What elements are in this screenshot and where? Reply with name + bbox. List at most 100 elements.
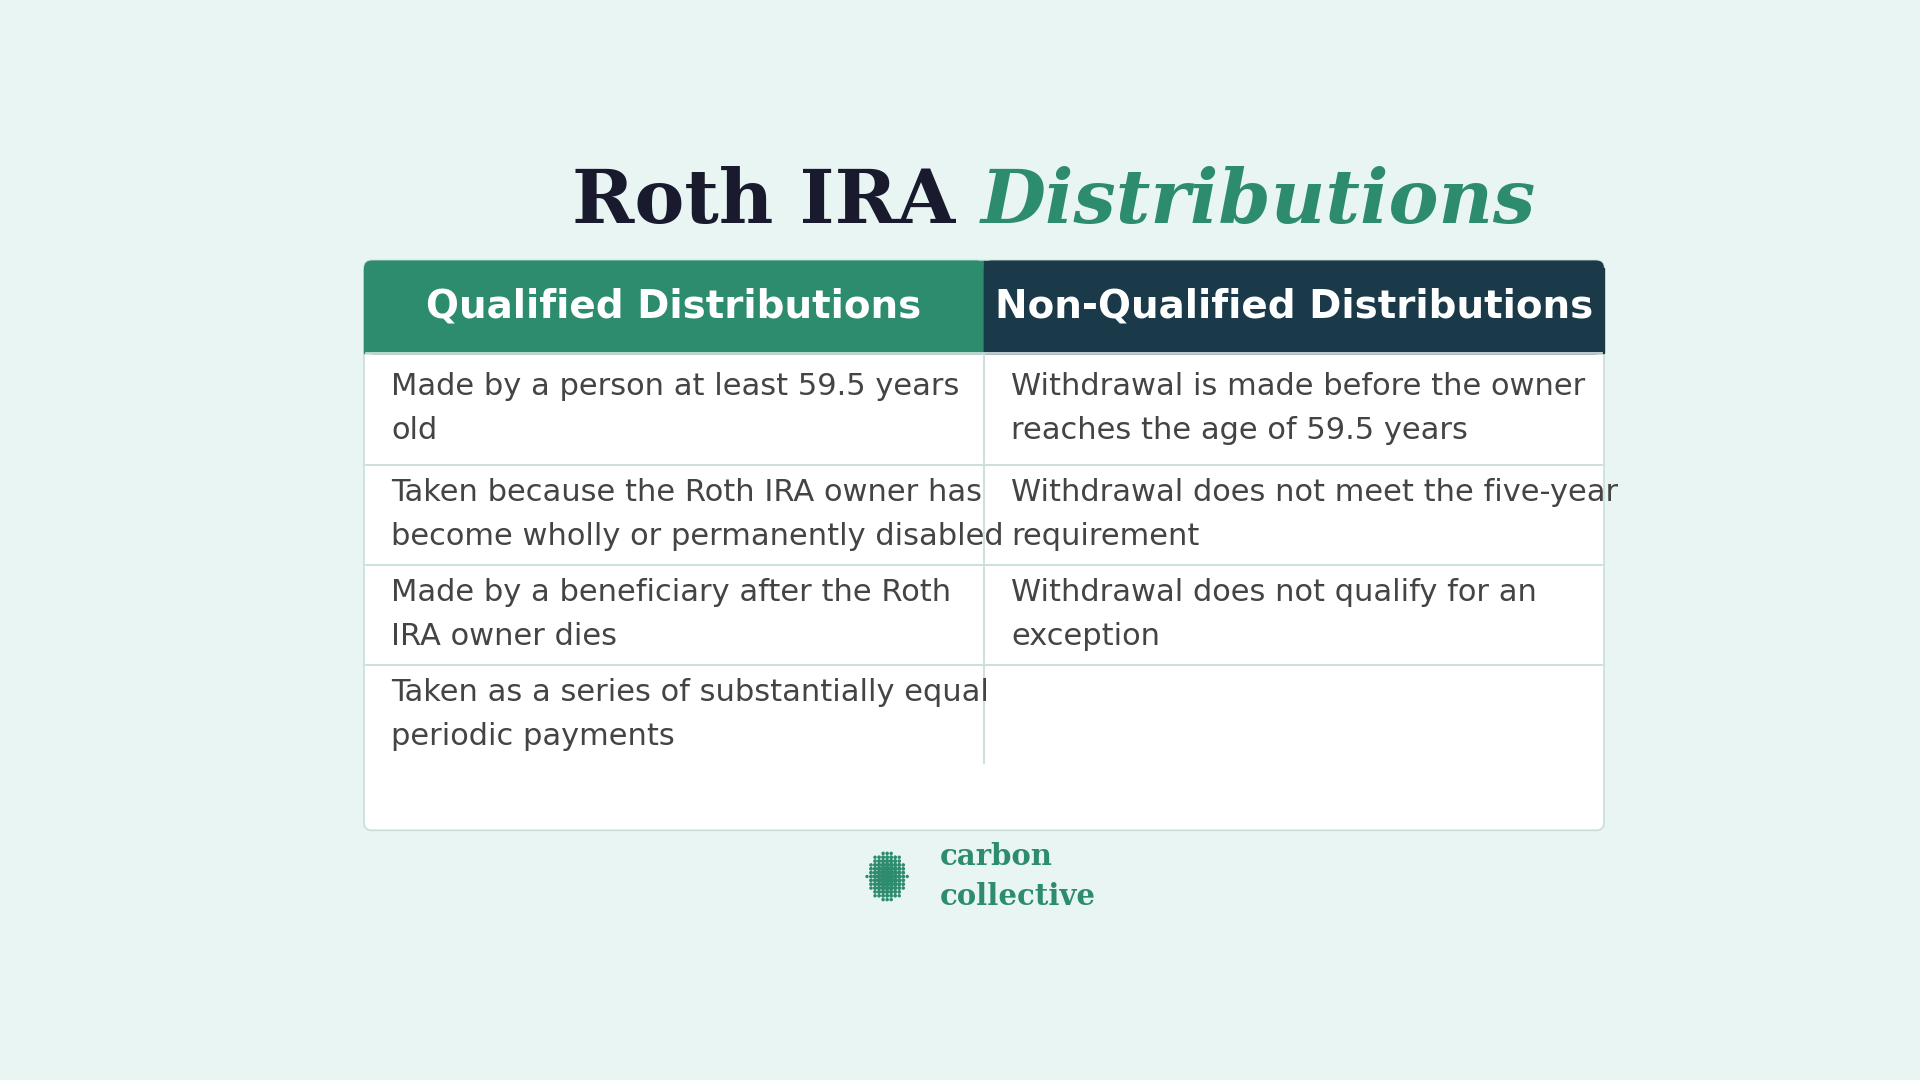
Circle shape xyxy=(889,856,893,859)
Circle shape xyxy=(893,878,897,882)
Circle shape xyxy=(899,864,900,866)
Circle shape xyxy=(874,860,876,862)
Circle shape xyxy=(889,890,893,893)
Circle shape xyxy=(874,879,877,882)
Circle shape xyxy=(881,882,885,886)
Circle shape xyxy=(885,899,889,901)
Circle shape xyxy=(899,882,900,886)
Text: Taken because the Roth IRA owner has
become wholly or permanently disabled: Taken because the Roth IRA owner has bec… xyxy=(392,478,1004,551)
Circle shape xyxy=(870,887,872,889)
Circle shape xyxy=(877,891,881,893)
Circle shape xyxy=(889,894,893,897)
Circle shape xyxy=(891,852,893,854)
Circle shape xyxy=(891,899,893,901)
Circle shape xyxy=(885,878,889,882)
Circle shape xyxy=(889,863,893,866)
Circle shape xyxy=(889,878,893,882)
Circle shape xyxy=(881,878,885,882)
Circle shape xyxy=(899,867,900,870)
Circle shape xyxy=(889,860,893,863)
Circle shape xyxy=(877,875,881,878)
Circle shape xyxy=(881,852,883,854)
Circle shape xyxy=(874,856,876,859)
Circle shape xyxy=(885,887,889,890)
Circle shape xyxy=(895,891,897,893)
Circle shape xyxy=(885,852,889,854)
Circle shape xyxy=(893,870,897,875)
Text: Made by a person at least 59.5 years
old: Made by a person at least 59.5 years old xyxy=(392,373,960,445)
Circle shape xyxy=(874,882,876,886)
Circle shape xyxy=(870,883,872,886)
Circle shape xyxy=(889,887,893,890)
Circle shape xyxy=(893,875,897,878)
Text: Withdrawal does not meet the five-year
requirement: Withdrawal does not meet the five-year r… xyxy=(1012,478,1619,551)
Circle shape xyxy=(877,894,879,896)
Circle shape xyxy=(881,890,885,893)
Circle shape xyxy=(902,883,904,886)
Circle shape xyxy=(870,864,872,866)
Text: Withdrawal does not qualify for an
exception: Withdrawal does not qualify for an excep… xyxy=(1012,578,1538,651)
Bar xyxy=(983,268,1603,353)
Circle shape xyxy=(877,856,879,859)
Text: Roth IRA: Roth IRA xyxy=(572,166,981,240)
Circle shape xyxy=(899,875,900,878)
Circle shape xyxy=(895,856,897,859)
Circle shape xyxy=(881,894,885,897)
Circle shape xyxy=(902,864,904,866)
Circle shape xyxy=(881,870,885,875)
Circle shape xyxy=(877,863,881,866)
Circle shape xyxy=(899,879,900,882)
Circle shape xyxy=(881,899,883,901)
Text: Made by a beneficiary after the Roth
IRA owner dies: Made by a beneficiary after the Roth IRA… xyxy=(392,578,950,651)
Circle shape xyxy=(874,864,876,866)
Circle shape xyxy=(895,894,897,896)
Text: Non-Qualified Distributions: Non-Qualified Distributions xyxy=(995,287,1594,326)
Circle shape xyxy=(881,856,885,859)
Circle shape xyxy=(893,867,897,870)
Circle shape xyxy=(870,875,872,878)
Circle shape xyxy=(893,882,897,886)
Circle shape xyxy=(870,867,872,870)
Circle shape xyxy=(889,882,893,886)
Circle shape xyxy=(889,875,893,879)
Circle shape xyxy=(902,872,904,874)
Text: Distributions: Distributions xyxy=(981,166,1536,239)
Circle shape xyxy=(895,860,897,863)
Circle shape xyxy=(899,891,900,893)
Circle shape xyxy=(877,867,881,870)
Circle shape xyxy=(885,870,889,875)
Circle shape xyxy=(902,875,904,878)
Circle shape xyxy=(881,887,885,890)
Circle shape xyxy=(899,856,900,859)
FancyBboxPatch shape xyxy=(365,260,983,353)
Circle shape xyxy=(874,891,876,893)
Text: Qualified Distributions: Qualified Distributions xyxy=(426,287,922,326)
Circle shape xyxy=(899,872,900,874)
Bar xyxy=(372,260,983,353)
Bar xyxy=(365,268,983,353)
Circle shape xyxy=(881,863,885,866)
Circle shape xyxy=(902,887,904,889)
Circle shape xyxy=(877,882,881,886)
Circle shape xyxy=(885,867,889,870)
Circle shape xyxy=(899,887,900,889)
Circle shape xyxy=(899,860,900,862)
Circle shape xyxy=(885,894,889,897)
Circle shape xyxy=(877,887,881,890)
FancyBboxPatch shape xyxy=(983,260,1603,353)
Circle shape xyxy=(889,870,893,875)
Circle shape xyxy=(877,878,881,882)
Circle shape xyxy=(870,879,872,881)
Circle shape xyxy=(893,863,897,866)
Circle shape xyxy=(874,887,876,889)
Circle shape xyxy=(881,867,885,870)
Circle shape xyxy=(885,882,889,887)
Text: Taken as a series of substantially equal
periodic payments: Taken as a series of substantially equal… xyxy=(392,678,989,752)
Circle shape xyxy=(902,867,904,870)
FancyBboxPatch shape xyxy=(365,260,1603,831)
Circle shape xyxy=(906,876,908,877)
Circle shape xyxy=(885,860,889,863)
Text: carbon
collective: carbon collective xyxy=(939,841,1096,912)
Circle shape xyxy=(877,860,881,863)
Circle shape xyxy=(870,872,872,874)
